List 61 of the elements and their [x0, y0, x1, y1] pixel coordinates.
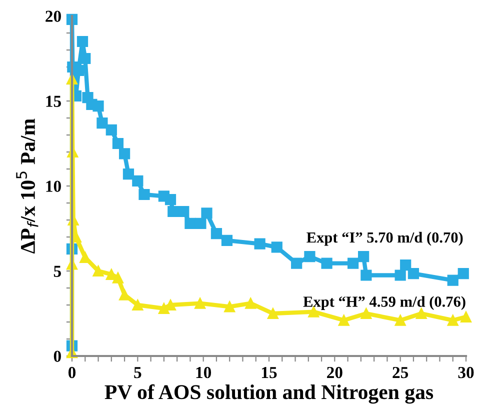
- point: [106, 124, 117, 136]
- x-tick-label: 0: [68, 366, 76, 378]
- point: [168, 206, 179, 218]
- point: [347, 258, 359, 269]
- point: [394, 314, 406, 326]
- y-tick-label: 15: [46, 96, 61, 107]
- x-tick-label: 15: [262, 366, 277, 378]
- point: [194, 298, 206, 309]
- point: [221, 234, 233, 246]
- point: [338, 314, 350, 326]
- point: [184, 218, 196, 229]
- point: [132, 299, 144, 311]
- point: [358, 250, 370, 262]
- point: [416, 308, 427, 320]
- point: [447, 314, 458, 326]
- point: [360, 270, 372, 281]
- point: [458, 268, 469, 280]
- x-tick-label: 20: [327, 366, 342, 378]
- point: [132, 175, 144, 186]
- point: [304, 250, 316, 262]
- series-label: Expt “H” 4.59 m/d (0.76): [303, 296, 466, 310]
- point: [92, 100, 104, 112]
- x-tick-label: 25: [392, 366, 408, 378]
- point: [460, 311, 472, 322]
- point: [210, 228, 222, 240]
- point: [112, 272, 124, 284]
- point: [267, 308, 278, 320]
- point: [164, 194, 176, 206]
- y-axis-title: ΔP$_{f}$/x 10$^{5}$ Pa/m: [16, 118, 38, 254]
- point: [224, 301, 236, 312]
- point: [76, 36, 88, 48]
- point: [201, 208, 212, 219]
- point: [92, 265, 104, 277]
- point: [394, 270, 406, 281]
- point: [400, 259, 412, 271]
- point: [158, 302, 170, 314]
- x-tick-label: 5: [134, 367, 142, 378]
- point: [245, 298, 256, 309]
- y-tick-label: 5: [54, 266, 61, 277]
- x-axis-title: PV of AOS solution and Nitrogen gas: [104, 384, 434, 404]
- point: [96, 118, 108, 129]
- point: [178, 206, 190, 218]
- point: [254, 238, 266, 250]
- x-tick-label: 30: [458, 366, 474, 378]
- y-tick-label: 0: [54, 350, 61, 362]
- point: [122, 168, 134, 180]
- point: [195, 218, 206, 229]
- point: [271, 242, 282, 253]
- point: [447, 274, 458, 286]
- series-label: Expt “I” 5.70 m/d (0.70): [306, 232, 463, 246]
- point: [80, 252, 91, 263]
- x-tick-label: 10: [196, 366, 212, 378]
- y-tick-label: 20: [46, 10, 61, 22]
- point: [321, 258, 332, 269]
- point: [112, 138, 124, 150]
- point: [138, 188, 150, 200]
- y-tick-label: 10: [46, 180, 61, 192]
- point: [118, 148, 130, 160]
- point: [360, 308, 372, 320]
- point: [408, 268, 420, 280]
- point: [291, 258, 302, 269]
